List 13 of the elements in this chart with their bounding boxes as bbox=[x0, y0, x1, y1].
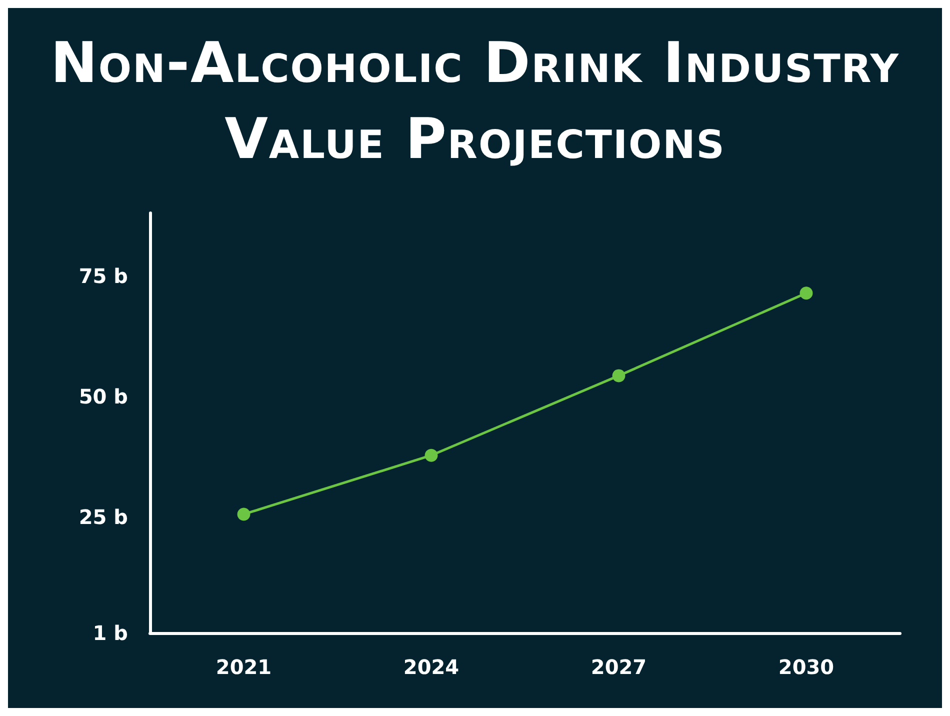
y-tick-label: 50 b bbox=[78, 384, 128, 408]
y-tick-label: 25 b bbox=[78, 505, 128, 530]
y-tick-label: 75 b bbox=[78, 264, 128, 288]
y-tick-label: 1 b bbox=[92, 621, 128, 645]
x-tick-label: 2030 bbox=[778, 655, 834, 679]
point bbox=[612, 369, 626, 382]
x-tick-label: 2027 bbox=[590, 655, 647, 679]
x-tick-label: 2024 bbox=[403, 655, 460, 679]
point bbox=[424, 448, 438, 462]
chart-title: Non-Alcoholic Drink Industry Value Projections bbox=[50, 30, 900, 174]
point bbox=[237, 508, 250, 521]
x-tick-label: 2021 bbox=[216, 655, 272, 679]
point bbox=[800, 286, 813, 300]
